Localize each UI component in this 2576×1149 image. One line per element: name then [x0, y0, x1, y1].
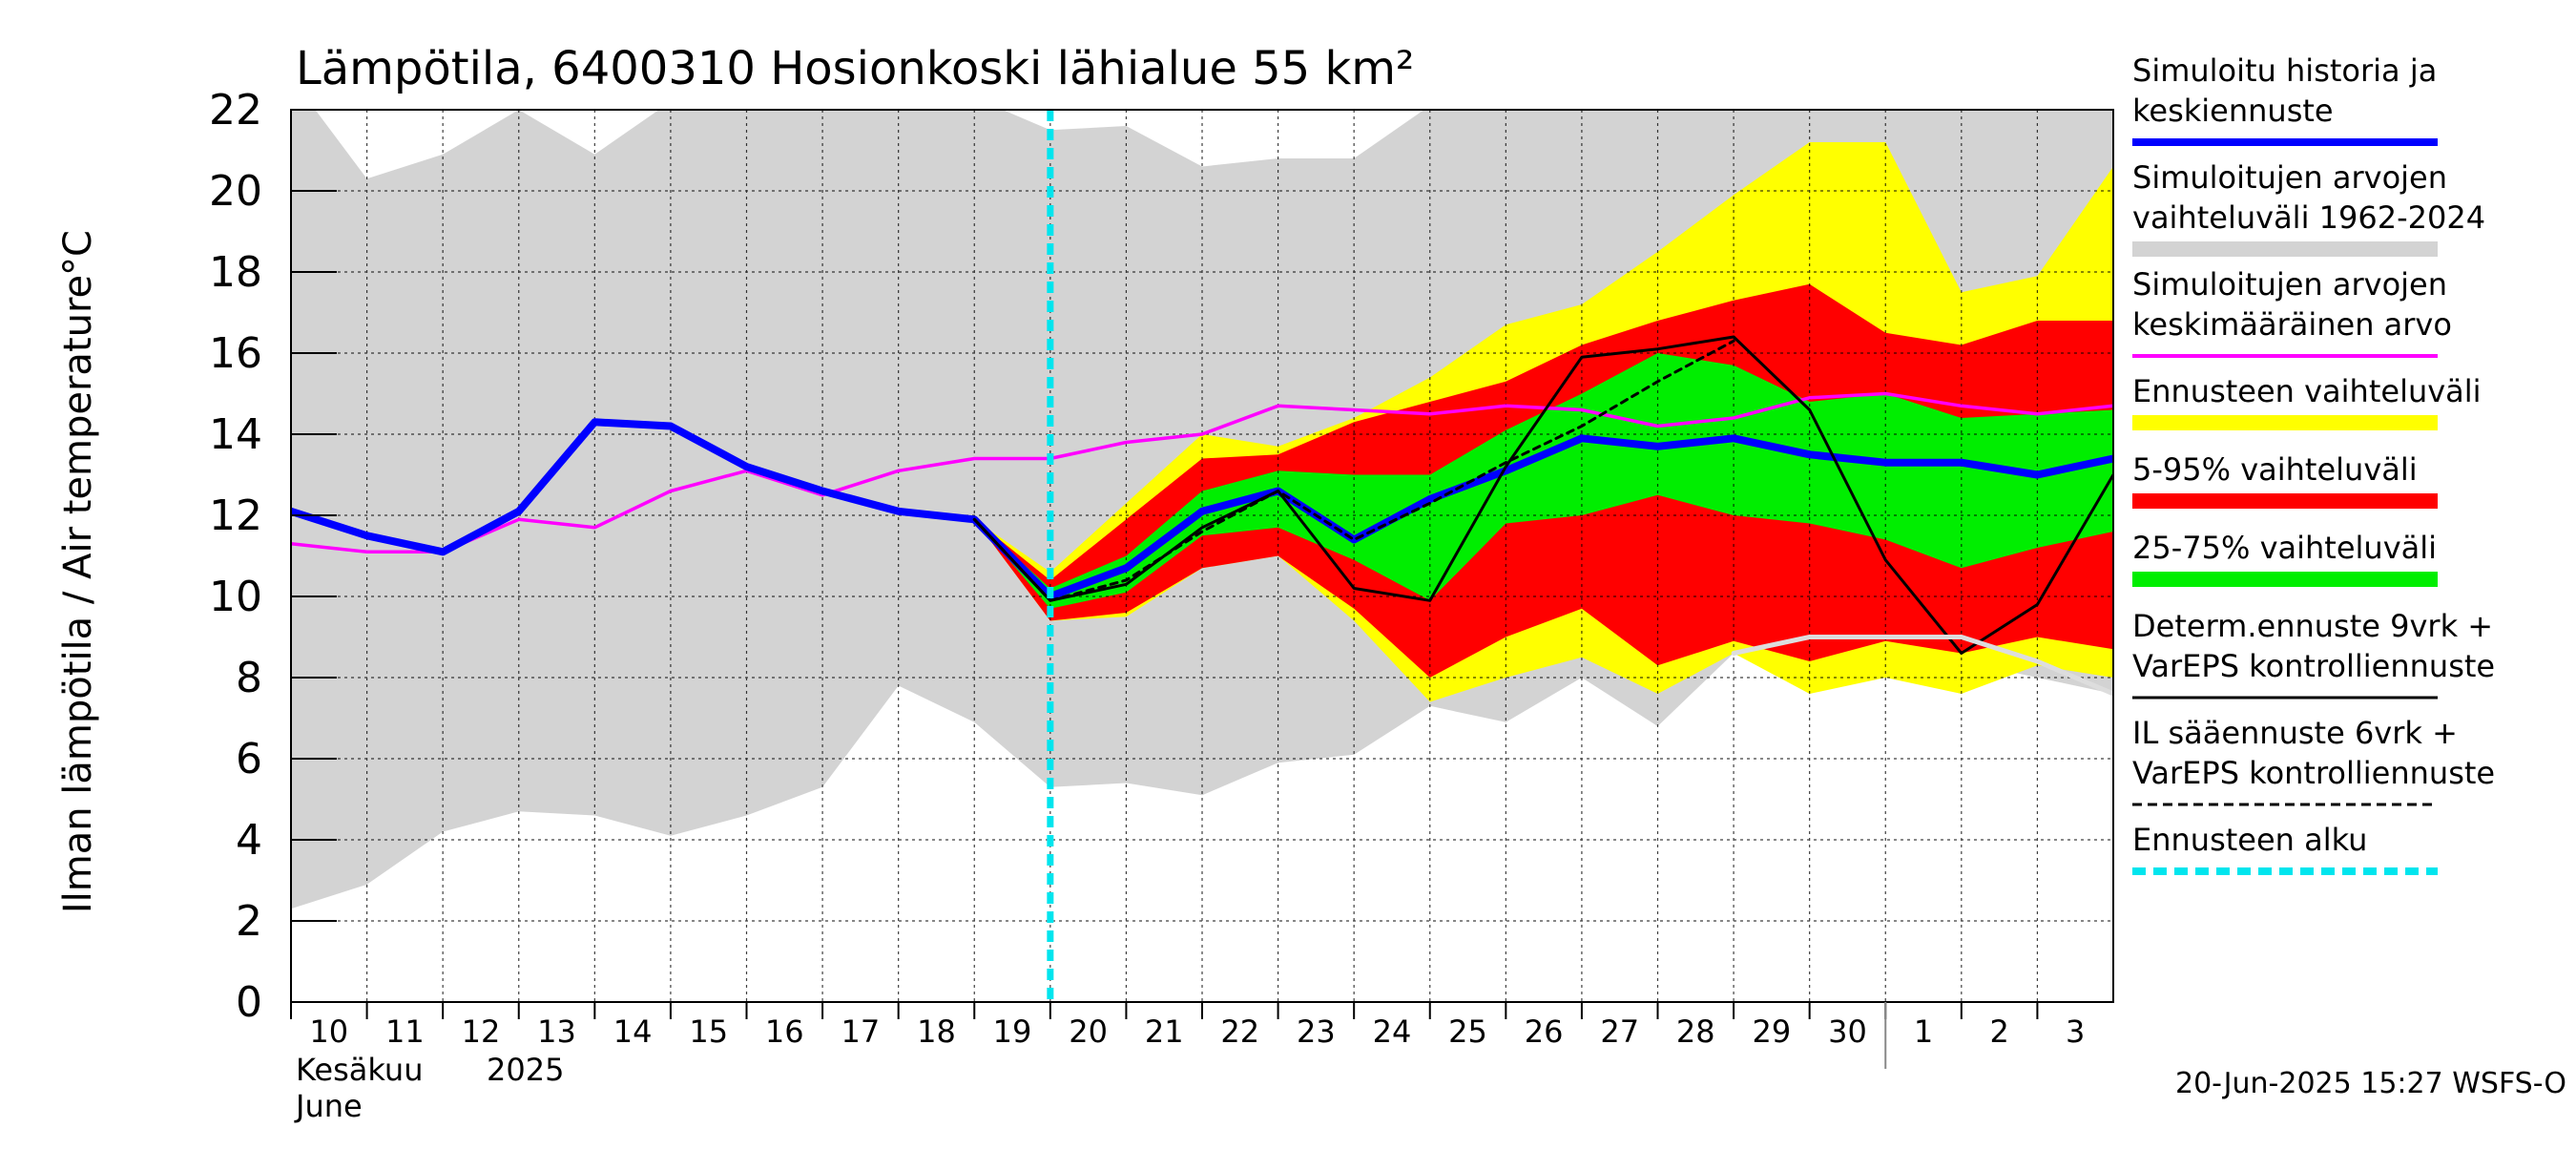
- x-tick-label-8: 18: [917, 1013, 956, 1050]
- legend-label-7-0: IL sääennuste 6vrk +: [2132, 715, 2458, 751]
- x-tick-label-2: 12: [462, 1013, 501, 1050]
- legend-label-6-1: VarEPS kontrolliennuste: [2132, 648, 2495, 684]
- y-tick-label-7: 14: [209, 410, 262, 459]
- x-tick-label-20: 30: [1828, 1013, 1867, 1050]
- x-month-label-2: June: [294, 1088, 363, 1124]
- x-tick-label-19: 29: [1753, 1013, 1792, 1050]
- y-tick-label-6: 12: [209, 491, 262, 540]
- legend-label-0-0: Simuloitu historia ja: [2132, 52, 2437, 89]
- x-tick-label-11: 21: [1145, 1013, 1184, 1050]
- x-tick-label-9: 19: [993, 1013, 1032, 1050]
- series-line-4: [1731, 635, 2113, 697]
- x-month-label-1: Kesäkuu: [296, 1052, 423, 1088]
- x-tick-label-7: 17: [841, 1013, 881, 1050]
- y-tick-label-2: 4: [236, 816, 262, 865]
- y-tick-label-1: 2: [236, 897, 262, 946]
- x-tick-label-22: 2: [1989, 1013, 2008, 1050]
- footer-timestamp: 20-Jun-2025 15:27 WSFS-O: [2175, 1067, 2566, 1100]
- y-tick-label-11: 22: [209, 86, 262, 135]
- x-tick-label-4: 14: [613, 1013, 653, 1050]
- x-tick-label-13: 23: [1297, 1013, 1336, 1050]
- y-tick-label-4: 8: [236, 654, 262, 702]
- x-tick-label-1: 11: [385, 1013, 425, 1050]
- y-tick-label-3: 6: [236, 735, 262, 783]
- x-year-label: 2025: [487, 1052, 564, 1088]
- band-3: [974, 353, 2113, 609]
- x-tick-label-10: 20: [1069, 1013, 1108, 1050]
- plot-area: [291, 110, 2113, 1002]
- legend-label-5-0: 25-75% vaihteluväli: [2132, 530, 2437, 566]
- x-tick-label-21: 1: [1914, 1013, 1933, 1050]
- legend-label-3-0: Ennusteen vaihteluväli: [2132, 373, 2482, 409]
- legend-label-6-0: Determ.ennuste 9vrk +: [2132, 608, 2493, 644]
- y-tick-label-10: 20: [209, 167, 262, 216]
- x-tick-label-16: 26: [1525, 1013, 1564, 1050]
- x-tick-label-0: 10: [309, 1013, 348, 1050]
- x-tick-label-15: 25: [1448, 1013, 1487, 1050]
- x-tick-label-5: 15: [689, 1013, 728, 1050]
- legend-label-2-1: keskimääräinen arvo: [2132, 306, 2452, 343]
- x-tick-label-17: 27: [1600, 1013, 1639, 1050]
- x-tick-label-6: 16: [765, 1013, 804, 1050]
- legend-label-1-0: Simuloitujen arvojen: [2132, 159, 2447, 196]
- y-axis-unit: °C: [56, 230, 100, 276]
- y-tick-label-8: 16: [209, 329, 262, 378]
- y-axis-label: Ilman lämpötila / Air temperature: [56, 275, 100, 913]
- legend-label-2-0: Simuloitujen arvojen: [2132, 266, 2447, 303]
- legend-label-7-1: VarEPS kontrolliennuste: [2132, 755, 2495, 791]
- legend-label-0-1: keskiennuste: [2132, 93, 2334, 129]
- x-tick-label-23: 3: [2066, 1013, 2085, 1050]
- x-tick-label-14: 24: [1373, 1013, 1412, 1050]
- y-tick-label-9: 18: [209, 248, 262, 297]
- x-tick-label-18: 28: [1676, 1013, 1715, 1050]
- series-line-1: [291, 418, 2113, 600]
- legend-label-1-1: vaihteluväli 1962-2024: [2132, 199, 2485, 236]
- x-tick-label-12: 22: [1220, 1013, 1259, 1050]
- x-tick-label-3: 13: [537, 1013, 576, 1050]
- chart-title: Lämpötila, 6400310 Hosionkoski lähialue …: [296, 42, 1414, 95]
- legend-label-4-0: 5-95% vaihteluväli: [2132, 451, 2418, 488]
- legend-label-8-0: Ennusteen alku: [2132, 822, 2367, 858]
- y-tick-label-5: 10: [209, 573, 262, 621]
- y-tick-label-0: 0: [236, 978, 262, 1027]
- series-line-3: [972, 339, 1735, 602]
- series-line-0: [291, 391, 2113, 554]
